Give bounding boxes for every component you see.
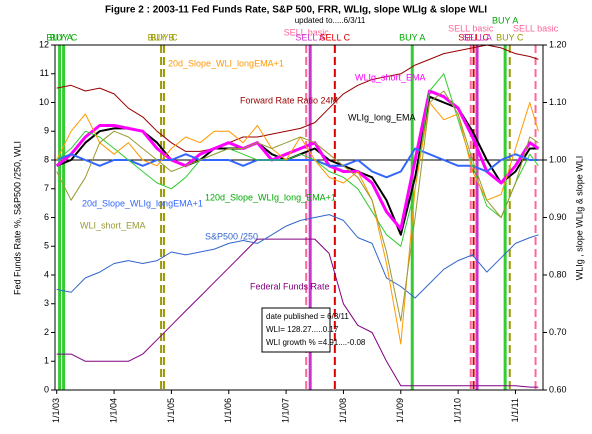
signal-label: BUY A (46, 32, 72, 42)
annotation-box: date published = 6/3/11 WLI= 128.27.....… (261, 307, 366, 353)
series-label: WLIg_short_EMA (355, 72, 426, 82)
x-tick-label: 1/1/07 (280, 398, 290, 423)
y2-tick-label: 1.00 (549, 154, 567, 164)
series-label: Federal Funds Rate (250, 281, 330, 291)
signal-label: BUY A (399, 32, 425, 42)
y-tick-label: 8 (44, 154, 49, 164)
y-tick-label: 12 (39, 39, 49, 49)
series-label: Forward Rate Ratio 24M (240, 95, 338, 105)
signal-label: BUY A (492, 15, 518, 25)
annotation-line: date published = 6/3/11 (266, 312, 349, 321)
annotation-line: WLI growth % =4.91....-0.08 (266, 338, 366, 347)
y2-tick-label: 1.10 (549, 97, 567, 107)
signal-label: BUY C (496, 32, 524, 42)
y-tick-label: 11 (40, 68, 49, 78)
annotation-line: WLI= 128.27.....0.17 (266, 325, 339, 334)
y2-tick-label: 0.70 (549, 327, 567, 337)
series-line (56, 44, 539, 152)
signal-label: SELL A (295, 32, 325, 42)
y2-tick-label: 1.20 (549, 39, 567, 49)
signal-label: SELL C (458, 32, 489, 42)
x-tick-label: 1/1/04 (108, 398, 118, 423)
signal-label: BUY C (50, 32, 78, 42)
y-tick-label: 2 (44, 327, 49, 337)
chart-title: Figure 2 : 2003-11 Fed Funds Rate, S&P 5… (105, 5, 487, 16)
y-axis-label: Fed Funds Rate %, S&P500 /250, WLI (12, 141, 22, 295)
series-label: S&P500 /250 (205, 231, 258, 241)
x-tick-label: 1/1/05 (166, 398, 176, 423)
series-line (56, 147, 539, 179)
series-line (56, 214, 539, 299)
y2-tick-label: 0.80 (549, 269, 567, 279)
series-line (56, 238, 539, 388)
x-tick-label: 1/1/10 (453, 398, 463, 423)
x-tick-label: 1/1/03 (51, 398, 61, 423)
y-tick-label: 0 (44, 384, 49, 394)
signal-label: SELL C (319, 32, 350, 42)
y2-tick-label: 0.60 (549, 384, 567, 394)
y-tick-label: 10 (39, 97, 49, 107)
x-tick-label: 1/1/09 (395, 398, 405, 423)
y-tick-label: 4 (44, 269, 49, 279)
signal-label: BUY B (148, 32, 175, 42)
x-tick-label: 1/1/11 (510, 398, 520, 422)
y-tick-label: 7 (44, 183, 49, 193)
series-label: WLIg_long_EMA (348, 112, 416, 122)
signal-label: SELL A (462, 32, 492, 42)
y-tick-label: 6 (44, 212, 49, 222)
signal-label: SELL basic (284, 27, 330, 37)
y-tick-label: 1 (44, 356, 49, 366)
signal-label: BUY C (150, 32, 178, 42)
series-label: WLI_short_EMA (80, 220, 146, 230)
series-label: 20d_Slope_WLI_longEMA+1 (168, 58, 284, 68)
series-line (55, 89, 540, 231)
signal-label: SELL basic (448, 23, 494, 33)
x-tick-label: 1/1/06 (223, 398, 233, 423)
series-line (56, 90, 539, 322)
series-label: 120d_Slope_WLIg_long_EMA+1 (205, 192, 336, 202)
y2-axis-label: WLIg , slope WLIg & slope WLI (574, 156, 584, 281)
series-label: 20d_Slope_WLIg_longEMA+1 (82, 198, 203, 208)
y-tick-label: 3 (44, 298, 49, 308)
signal-label: SELL basic (513, 23, 559, 33)
annotation-frame (261, 307, 331, 353)
plot-area (55, 44, 543, 390)
y2-tick-label: 0.90 (549, 212, 567, 222)
x-tick-label: 1/1/08 (338, 398, 348, 423)
y-tick-label: 9 (44, 126, 49, 136)
chart-subtitle: updated to.....6/3/11 (295, 16, 366, 25)
y-tick-label: 5 (44, 241, 49, 251)
